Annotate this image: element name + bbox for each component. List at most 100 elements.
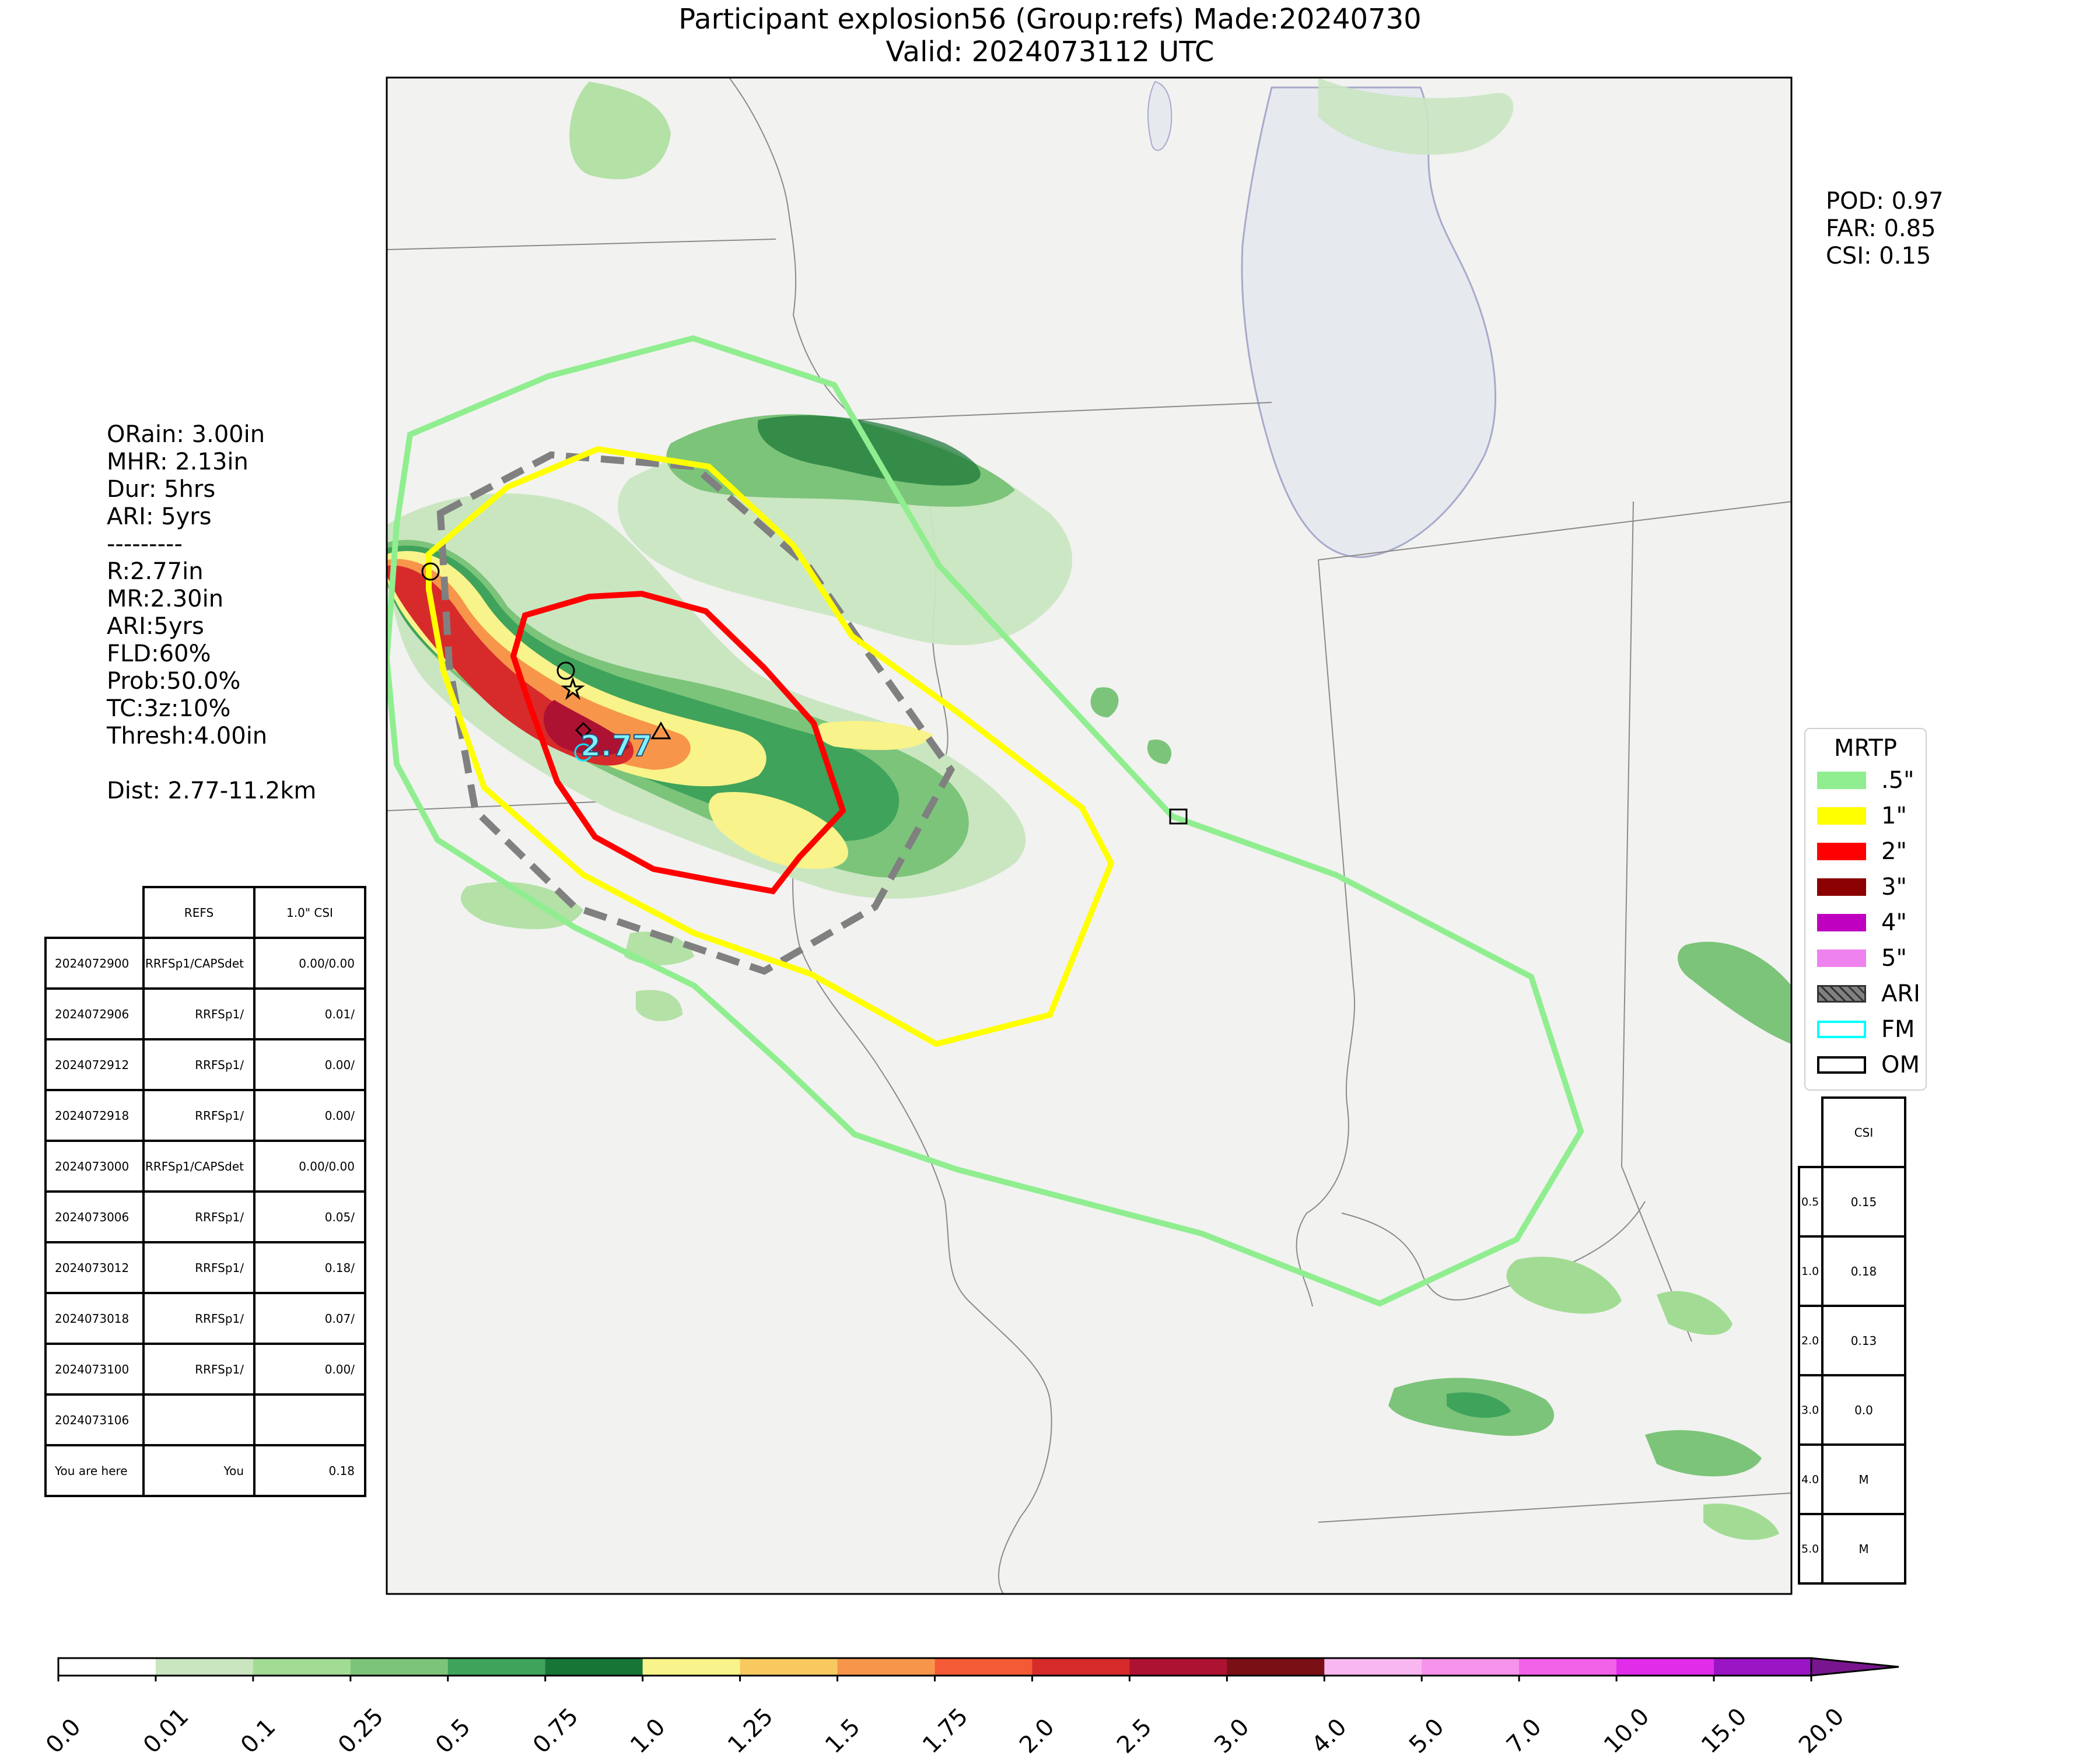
info-line: Prob:50.0%	[107, 668, 241, 695]
table-cell: RRFSp1/	[142, 987, 256, 1040]
table-row: 2024072918 RRFSp1/0.00/	[44, 1089, 366, 1142]
table-row: 2024073106	[44, 1393, 366, 1446]
table-cell: 0.0	[1821, 1374, 1906, 1446]
table-cell: 0.15	[1821, 1166, 1906, 1238]
table-row: You are here You 0.18	[44, 1444, 366, 1497]
table-cell: 2024072906	[44, 987, 145, 1040]
runs-table: REFS 1.0" CSI 2024072900 RRFSp1/CAPSdet 0.00…	[44, 886, 366, 1497]
contour-ari	[436, 451, 956, 975]
table-cell: RRFSp1/	[142, 1343, 256, 1396]
legend-swatch	[1817, 1021, 1866, 1038]
table-cell: 0.18	[253, 1444, 366, 1497]
legend-item: 4"	[1811, 909, 1922, 938]
colorbar-segment	[740, 1658, 838, 1676]
table-row: 2024073000 RRFSp1/CAPSdet 0.00/0.00	[44, 1140, 366, 1193]
table-cell: 2024073100	[44, 1343, 145, 1396]
table-cell: 2024073006	[44, 1190, 145, 1243]
colorbar-segment	[1714, 1658, 1812, 1676]
legend-swatch	[1817, 772, 1866, 789]
table-row: 2024073006 RRFSp1/0.05/	[44, 1190, 366, 1243]
valid-time: Valid: 2024073112 UTC	[886, 36, 1214, 68]
info-line: TC:3z:10%	[107, 695, 231, 722]
table-cell: M	[1821, 1443, 1906, 1515]
far-score: FAR: 0.85	[1826, 215, 1936, 242]
info-line: MR:2.30in	[107, 586, 224, 612]
legend-label: 3"	[1881, 874, 1907, 900]
legend-label: 2"	[1881, 838, 1907, 865]
table-row: 4.0 M	[1798, 1443, 1906, 1515]
colorbar-segment	[350, 1658, 449, 1676]
table-cell: 2024072912	[44, 1038, 145, 1091]
table-row: 2.0 0.13	[1798, 1305, 1906, 1376]
legend-swatch	[1817, 807, 1866, 825]
table-cell: 2024073000	[44, 1140, 145, 1193]
colorbar-segment	[447, 1658, 546, 1676]
legend-title: MRTP	[1834, 735, 1897, 762]
land-background	[387, 78, 1791, 1594]
table-row: 2024072912 RRFSp1/0.00/	[44, 1038, 366, 1091]
table-cell: 0.00/0.00	[253, 1140, 366, 1193]
table-cell: 0.00/	[253, 1089, 366, 1142]
table-cell: 1.0" CSI	[253, 886, 366, 939]
table-cell: 4.0	[1798, 1443, 1824, 1515]
table-header: REFS 1.0" CSI	[46, 886, 366, 939]
lake-michigan	[1241, 86, 1496, 558]
table-cell: RRFSp1/	[142, 1089, 256, 1142]
colorbar-segment	[58, 1658, 156, 1676]
table-row: 2024072906 RRFSp1/0.01/	[44, 987, 366, 1040]
colorbar-segment	[545, 1658, 643, 1676]
legend-item: 1"	[1811, 803, 1922, 832]
table-cell: 0.13	[1821, 1305, 1906, 1376]
csi-table: CSI 0.5 0.15 1.0 0.18 2.0 0.13 3.0 0.0 4.0 M 5.0 M	[1798, 1096, 1906, 1585]
legend-item: .5"	[1811, 767, 1922, 796]
table-row: 2024073012 RRFSp1/0.18/	[44, 1241, 366, 1294]
observation-triangle	[650, 721, 671, 740]
table-cell: 0.05/	[253, 1190, 366, 1243]
legend-swatch	[1817, 1056, 1866, 1074]
legend-swatch	[1817, 843, 1866, 860]
legend-label: ARI	[1881, 980, 1920, 1007]
legend-swatch	[1817, 878, 1866, 896]
small-lake	[1147, 80, 1172, 151]
colorbar-segment	[1422, 1658, 1520, 1676]
table-row: 2024073018 RRFSp1/0.07/	[44, 1292, 366, 1345]
map-frame	[386, 76, 1793, 1595]
legend-label: 1"	[1881, 803, 1907, 829]
info-line: Dur: 5hrs	[107, 476, 216, 503]
legend-item: 2"	[1811, 838, 1922, 867]
observation-circle-west	[421, 562, 440, 581]
table-cell	[46, 887, 145, 939]
observation-square	[1169, 808, 1188, 825]
table-cell: 0.5	[1798, 1166, 1824, 1238]
colorbar-segment	[837, 1658, 935, 1676]
table-cell: 2024073106	[44, 1393, 145, 1446]
colorbar-segment	[642, 1658, 741, 1676]
colorbar-extend-arrow	[1810, 1657, 1899, 1677]
table-row: 0.5 0.15	[1798, 1166, 1906, 1238]
table-cell: 5.0	[1798, 1513, 1824, 1585]
table-cell: 2.0	[1798, 1305, 1824, 1376]
observation-info: ORain: 3.00in MHR: 2.13in Dur: 5hrs ARI: 5y…	[107, 421, 316, 805]
info-line: FLD:60%	[107, 640, 211, 667]
table-cell: 1.0	[1798, 1235, 1824, 1307]
max-value-label: 2.77	[580, 729, 652, 763]
table-cell	[142, 1393, 256, 1446]
legend-item: 3"	[1811, 874, 1922, 903]
mrtp-contours	[387, 335, 1584, 1307]
colorbar-segment	[1616, 1658, 1714, 1676]
table-cell	[253, 1393, 366, 1446]
legend-item: OM	[1811, 1052, 1922, 1081]
table-row: 3.0 0.0	[1798, 1374, 1906, 1446]
info-line: ---------	[107, 531, 183, 558]
pod-score: POD: 0.97	[1826, 188, 1944, 215]
legend-swatch	[1817, 949, 1866, 967]
contour-1in	[426, 446, 1115, 1047]
observation-diamond	[575, 721, 592, 739]
info-line: ARI: 5yrs	[107, 503, 212, 530]
table-cell: RRFSp1/CAPSdet	[142, 1140, 256, 1193]
table-cell: You	[142, 1444, 256, 1497]
colorbar-segment	[155, 1658, 254, 1676]
table-row: 5.0 M	[1798, 1513, 1906, 1585]
info-line: ARI:5yrs	[107, 613, 204, 640]
legend-label: FM	[1881, 1016, 1915, 1043]
